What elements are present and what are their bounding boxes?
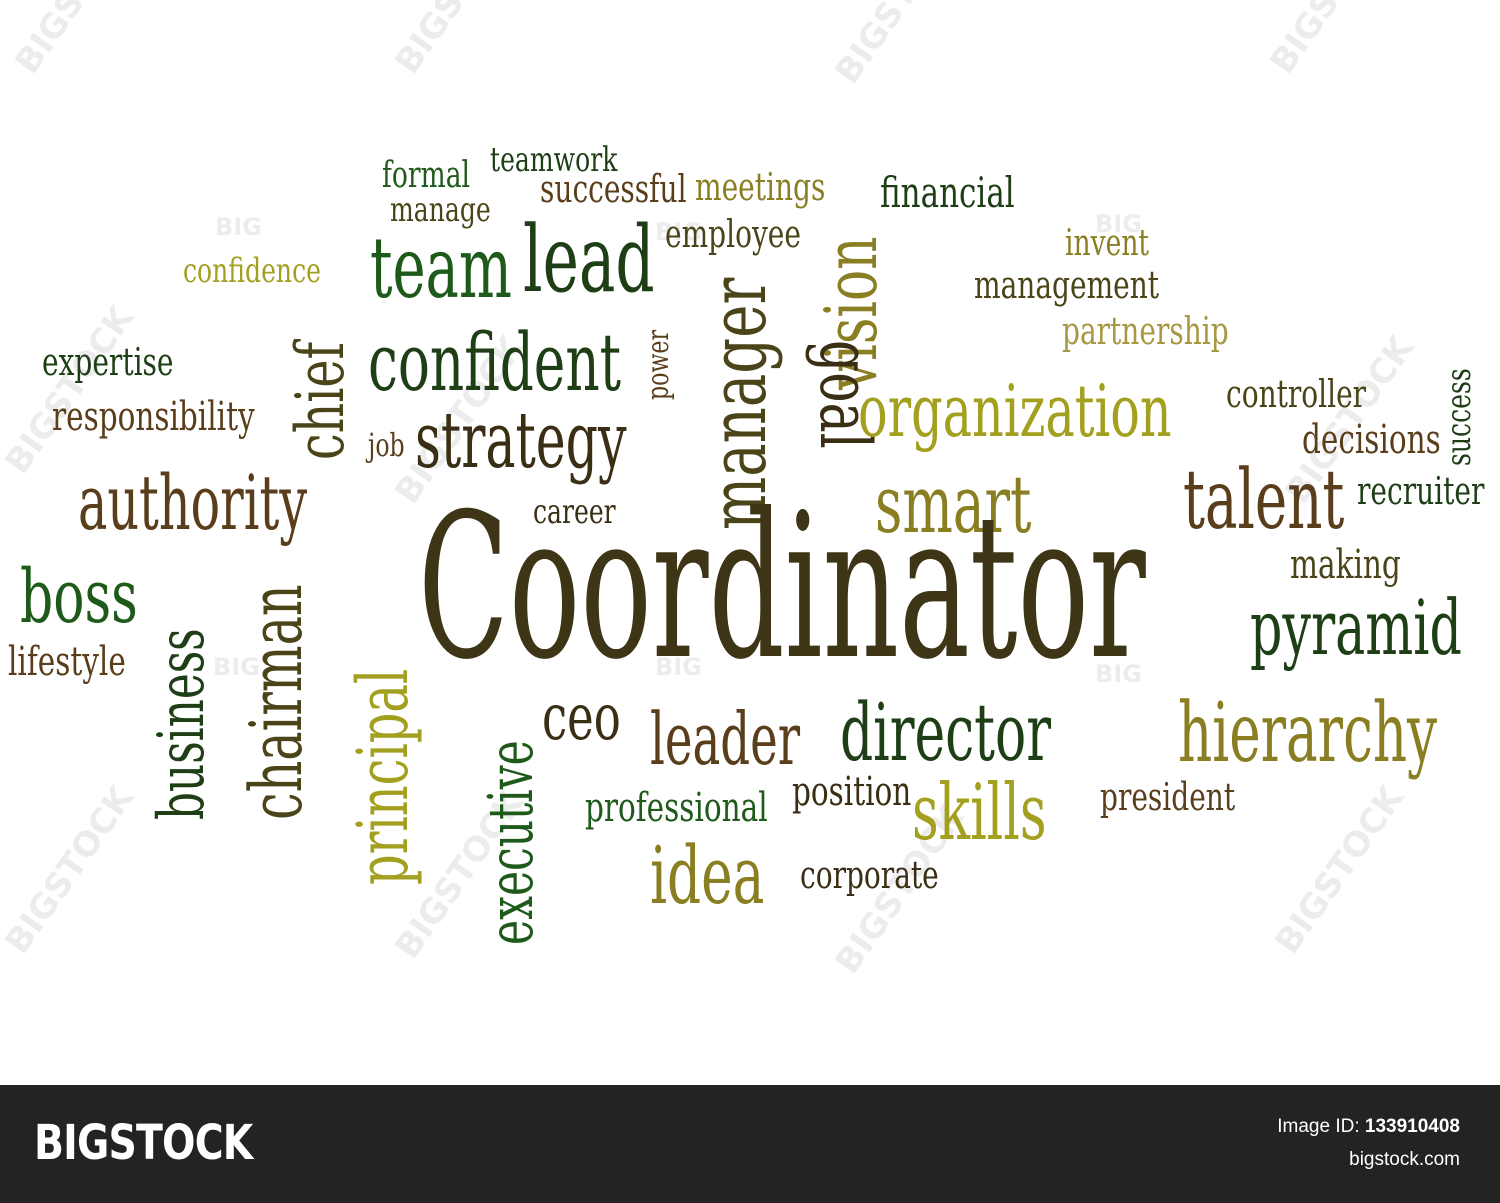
cloud-word-confidence: confidence bbox=[183, 251, 321, 291]
headline-word: Coordinator bbox=[418, 471, 1146, 704]
cloud-word-principal: principal bbox=[342, 668, 424, 885]
watermark: BIGSTOCK bbox=[388, 0, 532, 81]
cloud-word-chairman: chairman bbox=[234, 584, 318, 820]
cloud-word-authority: authority bbox=[78, 458, 308, 547]
cloud-word-skills: skills bbox=[912, 768, 1047, 858]
cloud-word-leader: leader bbox=[650, 697, 801, 781]
cloud-word-professional: professional bbox=[585, 785, 768, 831]
cloud-word-meetings: meetings bbox=[695, 165, 826, 209]
cloud-word-controller: controller bbox=[1226, 372, 1367, 416]
cloud-word-recruiter: recruiter bbox=[1357, 469, 1485, 513]
cloud-word-chief: chief bbox=[282, 341, 359, 460]
cloud-word-hierarchy: hierarchy bbox=[1178, 686, 1438, 781]
image-id-value: 133910408 bbox=[1364, 1116, 1460, 1137]
watermark: BIG bbox=[213, 653, 260, 681]
cloud-word-organization: organization bbox=[858, 369, 1172, 453]
footer-bar: BIGSTOCK Image ID: 133910408 bigstock.co… bbox=[0, 1085, 1500, 1203]
watermark: BIGSTOCK bbox=[8, 0, 152, 81]
cloud-word-career: career bbox=[533, 492, 616, 532]
cloud-word-successful: successful bbox=[540, 167, 687, 211]
watermark: BIG bbox=[1095, 660, 1142, 688]
cloud-word-partnership: partnership bbox=[1062, 309, 1229, 353]
cloud-word-employee: employee bbox=[665, 212, 801, 256]
cloud-word-smart: smart bbox=[875, 458, 1032, 551]
cloud-word-making: making bbox=[1290, 542, 1401, 588]
watermark: BIGSTOCK bbox=[1263, 0, 1407, 81]
cloud-word-formal: formal bbox=[382, 155, 471, 196]
cloud-word-position: position bbox=[792, 769, 912, 815]
watermark: BIGSTOCK bbox=[0, 299, 142, 482]
watermark: BIG bbox=[655, 653, 702, 681]
cloud-word-pyramid: pyramid bbox=[1250, 583, 1462, 672]
cloud-word-invent: invent bbox=[1065, 223, 1150, 264]
watermark: BIGSTOCK bbox=[827, 0, 972, 92]
cloud-word-business: business bbox=[145, 628, 219, 820]
cloud-word-success: success bbox=[1439, 368, 1479, 466]
watermark: BIG bbox=[215, 213, 262, 241]
watermark: BIG bbox=[1095, 210, 1142, 238]
cloud-word-team: team bbox=[370, 219, 512, 317]
cloud-word-teamwork: teamwork bbox=[490, 140, 618, 180]
image-id-line: Image ID: 133910408 bbox=[1277, 1116, 1460, 1138]
site-url: bigstock.com bbox=[1349, 1149, 1460, 1170]
cloud-word-management: management bbox=[974, 263, 1160, 307]
cloud-word-executive: executive bbox=[474, 740, 547, 945]
cloud-word-lead: lead bbox=[523, 206, 655, 313]
cloud-word-decisions: decisions bbox=[1302, 417, 1441, 463]
cloud-word-president: president bbox=[1100, 775, 1236, 819]
cloud-word-corporate: corporate bbox=[800, 853, 939, 897]
cloud-word-manage: manage bbox=[390, 190, 491, 230]
watermark: BIGSTOCK bbox=[1267, 779, 1412, 962]
cloud-word-expertise: expertise bbox=[42, 340, 174, 384]
cloud-word-boss: boss bbox=[20, 554, 138, 640]
cloud-word-lifestyle: lifestyle bbox=[8, 639, 126, 685]
cloud-word-financial: financial bbox=[880, 168, 1015, 217]
cloud-word-confident: confident bbox=[368, 316, 622, 409]
cloud-word-ceo: ceo bbox=[542, 681, 621, 755]
cloud-word-talent: talent bbox=[1183, 453, 1345, 548]
cloud-word-idea: idea bbox=[650, 829, 765, 922]
word-cloud: BIGSTOCK BIGSTOCK BIGSTOCK BIGSTOCK BIGSTOCK… bbox=[0, 0, 1485, 981]
cloud-word-power: power bbox=[641, 329, 676, 400]
watermark: BIGSTOCK bbox=[0, 779, 142, 962]
cloud-word-responsibility: responsibility bbox=[52, 394, 255, 440]
cloud-word-job: job bbox=[368, 426, 405, 464]
brand-logo: BIGSTOCK bbox=[34, 1115, 253, 1171]
cloud-word-strategy: strategy bbox=[415, 396, 627, 486]
image-id-label: Image ID: bbox=[1277, 1116, 1360, 1137]
cloud-word-director: director bbox=[840, 686, 1051, 779]
watermark: BIG bbox=[655, 218, 702, 246]
